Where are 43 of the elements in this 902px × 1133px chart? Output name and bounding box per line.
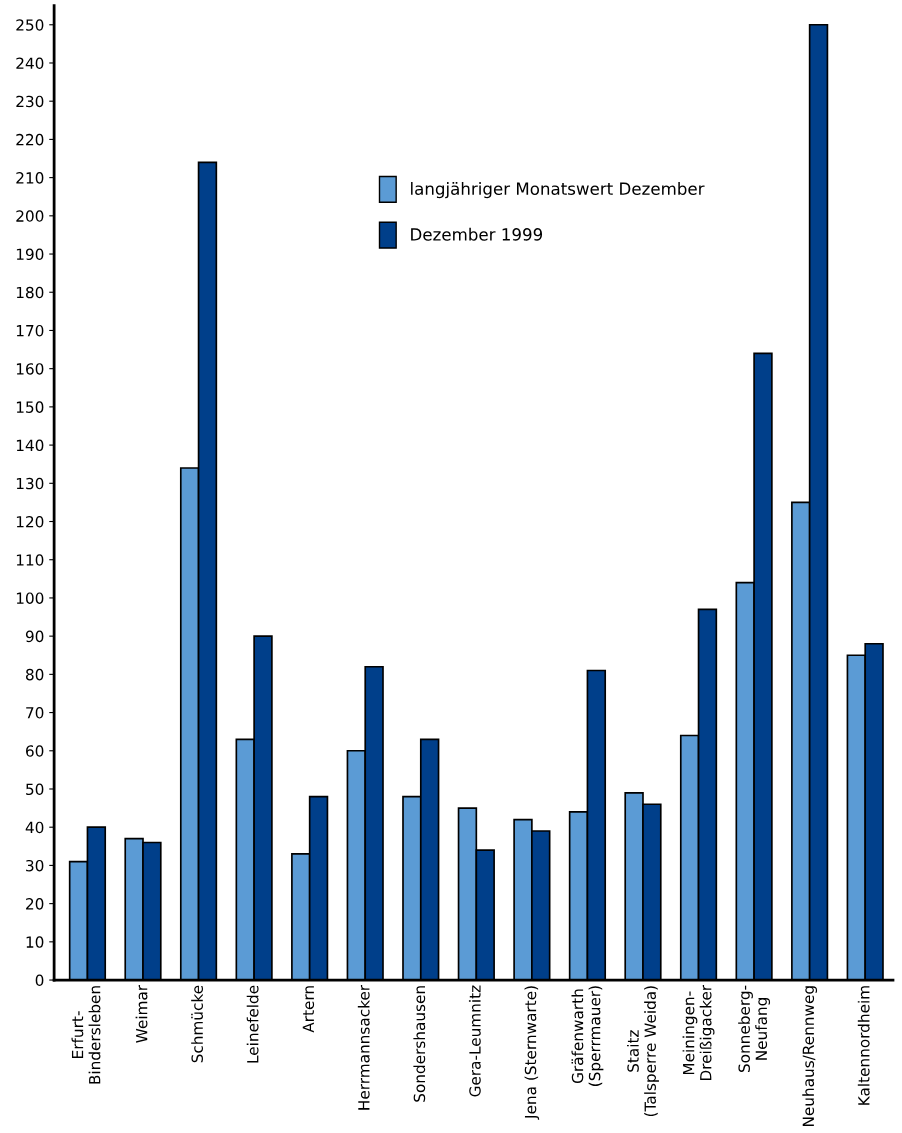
x-tick-label: Gera-Leumnitz	[468, 985, 481, 1097]
x-tick-label: Leinefelde	[246, 985, 259, 1063]
x-tick-label: Weimar	[135, 984, 148, 1043]
y-tick-label: 150	[16, 401, 44, 413]
y-tick-label: 200	[16, 210, 44, 222]
y-tick-label: 10	[26, 936, 44, 948]
y-tick-label: 110	[16, 554, 44, 566]
y-tick-label: 100	[16, 592, 44, 604]
y-tick-label: 240	[16, 57, 44, 69]
y-tick-label: 220	[16, 133, 44, 146]
y-tick-label: 50	[26, 783, 44, 796]
y-tick-label: 120	[16, 515, 44, 528]
y-tick-label: 40	[25, 821, 44, 834]
y-tick-label: 140	[16, 439, 44, 452]
x-tick-label: Sonneberg- Neufang	[738, 985, 771, 1073]
y-tick-label: 30	[26, 859, 44, 872]
y-tick-label: 210	[16, 172, 44, 184]
y-tick-label: 90	[25, 630, 44, 643]
y-tick-label: 170	[16, 324, 44, 337]
y-tick-label: 70	[26, 707, 44, 719]
x-tick-label: Sondershausen	[413, 986, 426, 1102]
x-tick-label: Gräfenwarth (Sperrmauer)	[571, 986, 604, 1086]
x-tick-label: Staitz (Talsperre Weida)	[627, 986, 659, 1117]
y-tick-label: 190	[16, 248, 44, 261]
y-tick-label: 130	[16, 477, 44, 490]
y-tick-label: 60	[26, 745, 44, 757]
x-tick-label: Schmücke	[191, 985, 203, 1063]
x-tick-label: Meiningen- Dreißigacker	[682, 984, 715, 1081]
y-tick-label: 180	[16, 286, 44, 299]
y-tick-label: 250	[16, 19, 44, 31]
x-tick-label: Kaltennordheim	[857, 986, 870, 1105]
y-tick-label: 20	[26, 898, 44, 910]
y-tick-label: 160	[16, 363, 44, 375]
x-tick-label: Erfurt- Bindersleben	[71, 986, 101, 1084]
x-tick-label: Jena (Sternwarte)	[524, 986, 540, 1120]
x-tick-label: Neuhaus/Rennweg	[802, 986, 818, 1127]
legend-label: Dezember 1999	[411, 227, 543, 241]
x-tick-label: Artern	[302, 986, 315, 1033]
y-tick-label: 0	[35, 974, 44, 987]
y-tick-label: 230	[16, 95, 44, 108]
legend-label: langjähriger Monatswert Dezember	[411, 182, 705, 199]
y-tick-label: 80	[25, 668, 44, 681]
x-tick-label: Herrmannsacker	[357, 984, 370, 1110]
